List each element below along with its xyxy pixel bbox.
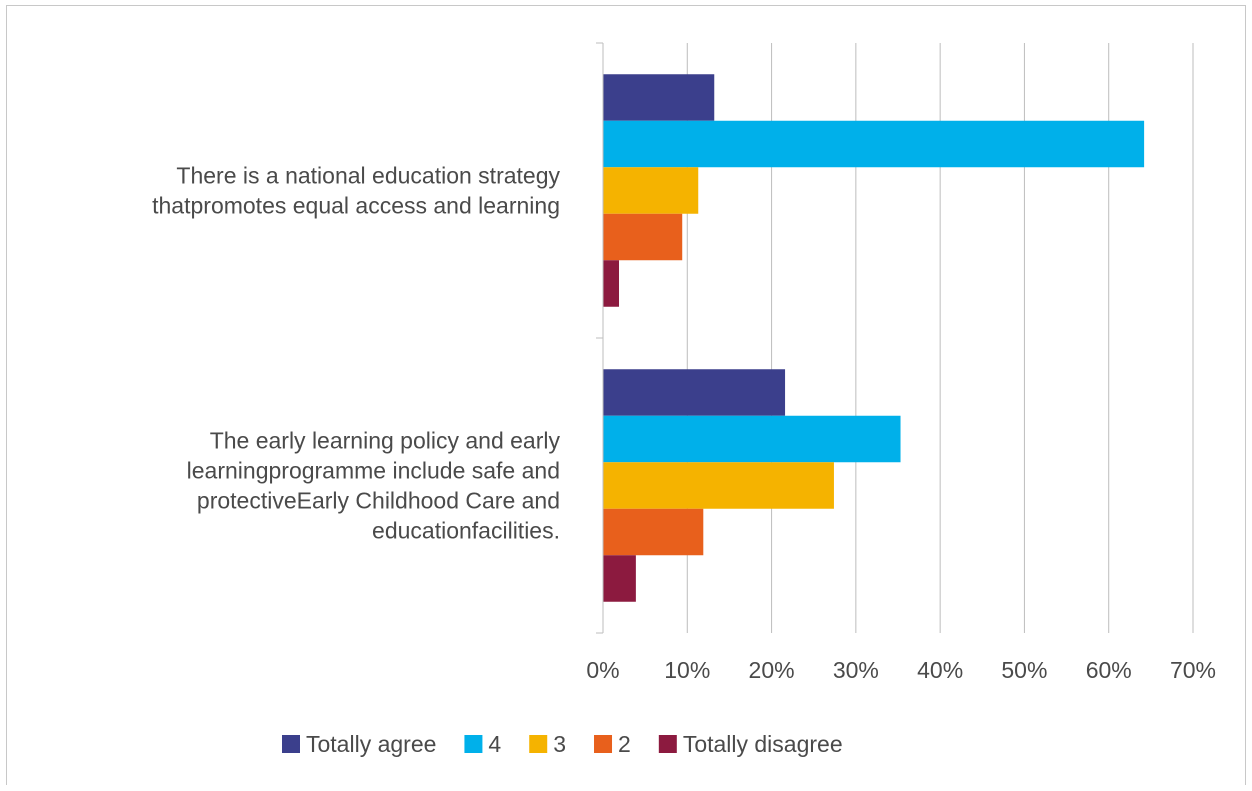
category-labels: There is a national education strategy th… bbox=[152, 163, 560, 544]
x-tick-label: 20% bbox=[749, 657, 795, 683]
legend: Totally agree 4 3 2 Totally disagree bbox=[282, 731, 843, 757]
bar-1-1 bbox=[603, 415, 901, 463]
legend-label: 3 bbox=[553, 731, 566, 757]
x-tick-label: 10% bbox=[664, 657, 710, 683]
legend-swatch bbox=[529, 735, 548, 753]
category-label: There is a national education strategy th… bbox=[152, 163, 560, 219]
legend-label: 4 bbox=[488, 731, 501, 757]
x-tick-label: 60% bbox=[1086, 657, 1132, 683]
x-tick-label: 0% bbox=[586, 657, 619, 683]
bar-4-0 bbox=[603, 260, 620, 307]
x-tick-label: 50% bbox=[1001, 657, 1047, 683]
legend-label: Totally agree bbox=[306, 731, 436, 757]
bars bbox=[603, 74, 1145, 602]
chart-frame bbox=[6, 5, 1246, 785]
legend-swatch bbox=[282, 735, 300, 753]
category-axis bbox=[596, 42, 604, 634]
x-tick-label: 70% bbox=[1170, 657, 1216, 683]
bar-1-0 bbox=[603, 120, 1145, 168]
bar-3-1 bbox=[603, 508, 704, 556]
bar-3-0 bbox=[603, 213, 683, 261]
legend-swatch bbox=[464, 735, 483, 753]
bar-0-0 bbox=[603, 74, 715, 121]
legend-swatch bbox=[658, 735, 677, 753]
category-label: The early learning policy and early learn… bbox=[187, 428, 561, 544]
legend-label: 2 bbox=[618, 731, 631, 757]
bar-2-1 bbox=[603, 462, 834, 509]
x-tick-label: 40% bbox=[917, 657, 963, 683]
legend-swatch bbox=[594, 735, 613, 753]
legend-label: Totally disagree bbox=[683, 731, 843, 757]
x-tick-label: 30% bbox=[833, 657, 879, 683]
bar-0-1 bbox=[603, 369, 786, 416]
x-axis-ticks: 0% 10% 20% 30% 40% 50% 60% 70% bbox=[586, 657, 1216, 683]
bar-4-1 bbox=[603, 555, 636, 602]
bar-2-0 bbox=[603, 167, 699, 214]
